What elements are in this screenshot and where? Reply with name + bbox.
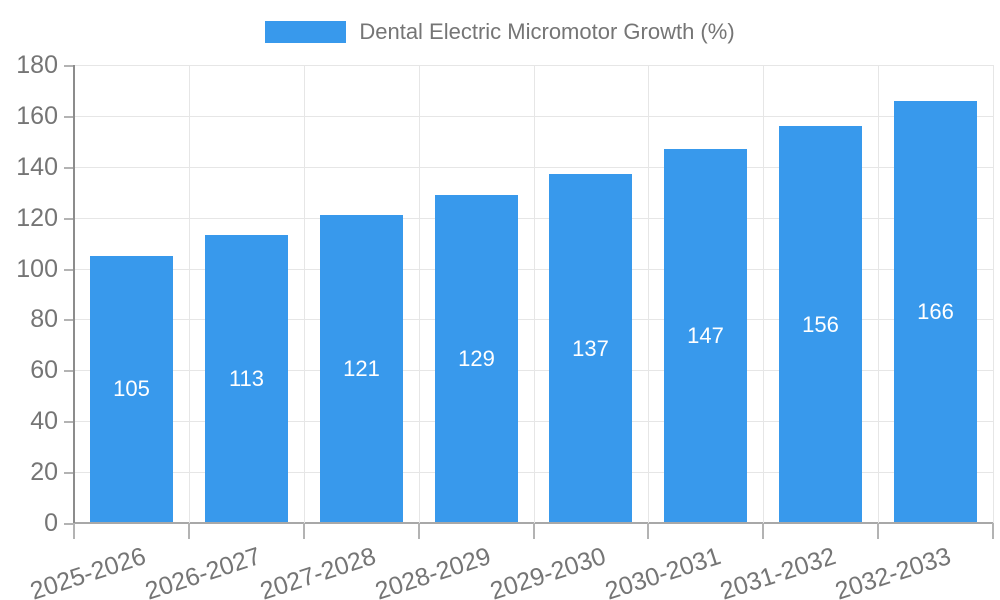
horizontal-gridline bbox=[74, 167, 993, 168]
bar-value-label: 113 bbox=[228, 366, 265, 391]
x-axis-tick-label: 2026-2027 bbox=[142, 542, 265, 600]
y-axis-tick bbox=[64, 319, 74, 321]
vertical-gridline bbox=[419, 65, 420, 523]
horizontal-gridline bbox=[74, 116, 993, 117]
x-axis-tick-label: 2032-2033 bbox=[832, 542, 955, 600]
bar[interactable] bbox=[435, 195, 518, 522]
bar[interactable] bbox=[894, 101, 977, 522]
y-axis-tick-label: 120 bbox=[16, 204, 58, 232]
horizontal-gridline bbox=[74, 269, 993, 270]
x-axis-tick bbox=[877, 523, 879, 539]
y-axis-tick bbox=[64, 370, 74, 372]
x-axis-tick bbox=[418, 523, 420, 539]
vertical-gridline bbox=[993, 65, 994, 523]
horizontal-gridline bbox=[74, 218, 993, 219]
horizontal-gridline bbox=[74, 65, 993, 66]
y-axis-tick-label: 160 bbox=[16, 102, 58, 130]
bar[interactable] bbox=[664, 149, 747, 522]
y-axis-tick-label: 40 bbox=[30, 407, 58, 435]
bar-value-label: 147 bbox=[687, 323, 724, 348]
y-axis-tick bbox=[64, 116, 74, 118]
x-axis-tick-label: 2031-2032 bbox=[717, 542, 840, 600]
bar-value-label: 156 bbox=[802, 312, 839, 337]
horizontal-gridline bbox=[74, 421, 993, 422]
y-axis-tick bbox=[64, 472, 74, 474]
x-axis-tick bbox=[73, 523, 75, 539]
y-axis-tick-label: 180 bbox=[16, 51, 58, 79]
y-axis-tick bbox=[64, 167, 74, 169]
bar[interactable] bbox=[779, 126, 862, 522]
x-axis-tick-label: 2030-2031 bbox=[602, 542, 725, 600]
y-axis-tick-label: 140 bbox=[16, 153, 58, 181]
bar[interactable] bbox=[90, 256, 173, 522]
y-axis-line bbox=[73, 65, 75, 523]
x-axis-tick bbox=[647, 523, 649, 539]
horizontal-gridline bbox=[74, 319, 993, 320]
vertical-gridline bbox=[304, 65, 305, 523]
y-axis-tick-label: 60 bbox=[30, 356, 58, 384]
vertical-gridline bbox=[534, 65, 535, 523]
vertical-gridline bbox=[878, 65, 879, 523]
y-axis-tick bbox=[64, 523, 74, 525]
y-axis-tick bbox=[64, 65, 74, 67]
bar[interactable] bbox=[205, 235, 288, 522]
bar[interactable] bbox=[320, 215, 403, 522]
x-axis-tick bbox=[762, 523, 764, 539]
bar-value-label: 137 bbox=[572, 336, 609, 361]
y-axis-tick-label: 80 bbox=[30, 305, 58, 333]
y-axis-tick-label: 20 bbox=[30, 458, 58, 486]
x-axis-tick bbox=[188, 523, 190, 539]
x-axis-tick-label: 2029-2030 bbox=[487, 542, 610, 600]
y-axis-tick-label: 100 bbox=[16, 255, 58, 283]
x-axis-tick bbox=[533, 523, 535, 539]
x-axis-tick bbox=[992, 523, 994, 539]
y-axis-tick bbox=[64, 421, 74, 423]
bar-value-label: 121 bbox=[343, 356, 380, 381]
y-axis-tick bbox=[64, 218, 74, 220]
legend-label: Dental Electric Micromotor Growth (%) bbox=[359, 19, 735, 44]
bar[interactable] bbox=[549, 174, 632, 522]
bar-value-label: 129 bbox=[458, 346, 495, 371]
horizontal-gridline bbox=[74, 370, 993, 371]
legend-swatch-icon bbox=[265, 21, 347, 43]
x-axis-tick-label: 2025-2026 bbox=[27, 542, 150, 600]
bar-value-label: 166 bbox=[917, 299, 954, 324]
x-axis-tick-label: 2027-2028 bbox=[257, 542, 380, 600]
horizontal-gridline bbox=[74, 472, 993, 473]
x-axis-tick bbox=[303, 523, 305, 539]
vertical-gridline bbox=[648, 65, 649, 523]
legend[interactable]: Dental Electric Micromotor Growth (%) bbox=[0, 19, 1000, 45]
vertical-gridline bbox=[189, 65, 190, 523]
x-axis-tick-label: 2028-2029 bbox=[372, 542, 495, 600]
y-axis-tick-label: 0 bbox=[44, 509, 58, 537]
y-axis-tick bbox=[64, 269, 74, 271]
vertical-gridline bbox=[763, 65, 764, 523]
bar-value-label: 105 bbox=[113, 376, 150, 401]
